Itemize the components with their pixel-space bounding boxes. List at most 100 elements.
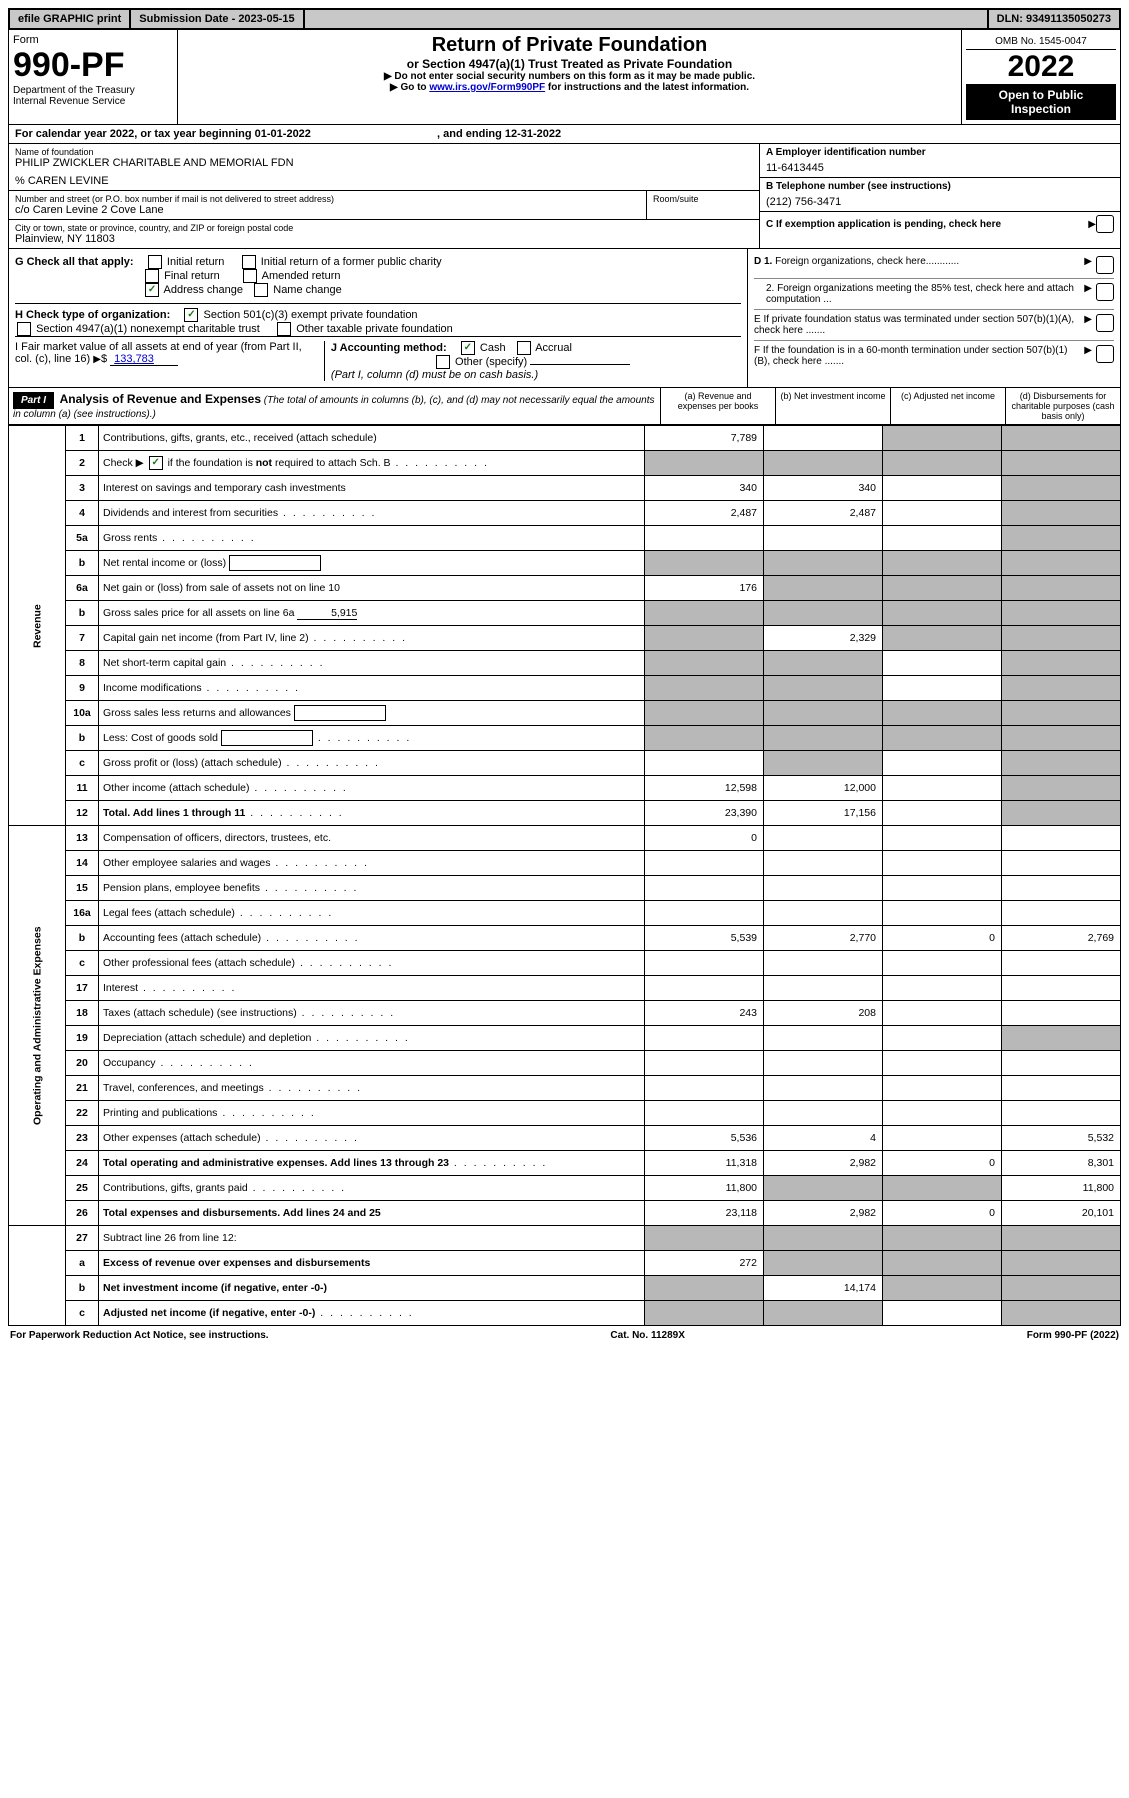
line-number: 11	[66, 776, 99, 801]
form-label: Form	[13, 34, 173, 46]
h-row: H Check type of organization: Section 50…	[15, 303, 741, 336]
line-number: 23	[66, 1126, 99, 1151]
value-cell	[645, 876, 764, 901]
entity-info-block: Name of foundation PHILIP ZWICKLER CHARI…	[8, 144, 1121, 249]
table-row: 2Check ▶ if the foundation is not requir…	[9, 451, 1121, 476]
line-description: Less: Cost of goods sold	[99, 726, 645, 751]
value-cell	[764, 551, 883, 576]
part1-title: Analysis of Revenue and Expenses	[60, 392, 261, 406]
analysis-title-cell: Part I Analysis of Revenue and Expenses …	[9, 388, 660, 424]
value-cell: 5,536	[645, 1126, 764, 1151]
line-number: 3	[66, 476, 99, 501]
value-cell: 2,329	[764, 626, 883, 651]
efile-print-button[interactable]: efile GRAPHIC print	[10, 10, 129, 28]
value-cell	[764, 901, 883, 926]
calyear-begin: For calendar year 2022, or tax year begi…	[15, 128, 311, 140]
form990pf-link[interactable]: www.irs.gov/Form990PF	[429, 82, 545, 93]
h-501c3-checkbox[interactable]	[184, 308, 198, 322]
city-state-zip: Plainview, NY 11803	[15, 233, 753, 245]
d2-text: 2. Foreign organizations meeting the 85%…	[766, 283, 1080, 305]
value-cell: 208	[764, 1001, 883, 1026]
table-row: 24Total operating and administrative exp…	[9, 1151, 1121, 1176]
value-cell	[764, 1251, 883, 1276]
table-row: 15Pension plans, employee benefits	[9, 876, 1121, 901]
tax-year: 2022	[966, 50, 1116, 84]
col-a-header: (a) Revenue and expenses per books	[660, 388, 775, 424]
d2-checkbox[interactable]	[1096, 283, 1114, 301]
j-accrual-checkbox[interactable]	[517, 341, 531, 355]
g-address-change-checkbox[interactable]	[145, 283, 159, 297]
value-cell	[764, 876, 883, 901]
addr-label: Number and street (or P.O. box number if…	[15, 194, 640, 204]
line-number: 5a	[66, 526, 99, 551]
line-number: 21	[66, 1076, 99, 1101]
value-cell: 2,769	[1002, 926, 1121, 951]
value-cell	[1002, 426, 1121, 451]
f-checkbox[interactable]	[1096, 345, 1114, 363]
value-cell	[764, 451, 883, 476]
arrow-icon: ▶	[1084, 283, 1092, 294]
line-description: Travel, conferences, and meetings	[99, 1076, 645, 1101]
g-initial-return-checkbox[interactable]	[148, 255, 162, 269]
value-cell	[883, 851, 1002, 876]
arrow-icon: ▶	[1084, 345, 1092, 356]
topbar-spacer	[305, 10, 987, 28]
value-cell	[883, 601, 1002, 626]
h-opt-4947: Section 4947(a)(1) nonexempt charitable …	[36, 323, 260, 335]
part1-table: Revenue1Contributions, gifts, grants, et…	[8, 425, 1121, 1326]
section-side-spacer	[9, 1226, 66, 1326]
info-left: Name of foundation PHILIP ZWICKLER CHARI…	[9, 144, 759, 248]
h-4947-checkbox[interactable]	[17, 322, 31, 336]
line-number: 4	[66, 501, 99, 526]
j-note: (Part I, column (d) must be on cash basi…	[331, 369, 538, 381]
g-opt-initial-former: Initial return of a former public charit…	[261, 256, 442, 268]
j-other-checkbox[interactable]	[436, 355, 450, 369]
value-cell	[645, 1276, 764, 1301]
line-description: Check ▶ if the foundation is not require…	[99, 451, 645, 476]
value-cell	[1002, 951, 1121, 976]
value-cell	[764, 526, 883, 551]
value-cell: 2,982	[764, 1201, 883, 1226]
line-number: 14	[66, 851, 99, 876]
g-final-return-checkbox[interactable]	[145, 269, 159, 283]
f-row: F If the foundation is in a 60-month ter…	[754, 341, 1114, 371]
value-cell	[883, 1051, 1002, 1076]
value-cell	[883, 801, 1002, 826]
value-cell	[645, 951, 764, 976]
e-checkbox[interactable]	[1096, 314, 1114, 332]
line-description: Pension plans, employee benefits	[99, 876, 645, 901]
value-cell	[883, 901, 1002, 926]
value-cell: 23,390	[645, 801, 764, 826]
value-cell	[883, 1176, 1002, 1201]
line-number: 8	[66, 651, 99, 676]
table-row: 6aNet gain or (loss) from sale of assets…	[9, 576, 1121, 601]
line-description: Net gain or (loss) from sale of assets n…	[99, 576, 645, 601]
value-cell	[764, 426, 883, 451]
h-other-checkbox[interactable]	[277, 322, 291, 336]
section-side-label: Operating and Administrative Expenses	[9, 826, 66, 1226]
sch-b-checkbox[interactable]	[149, 456, 163, 470]
fmv-value[interactable]: 133,783	[110, 353, 178, 366]
line-description: Other professional fees (attach schedule…	[99, 951, 645, 976]
line-number: b	[66, 601, 99, 626]
f-text: F If the foundation is in a 60-month ter…	[754, 345, 1080, 367]
line-number: 22	[66, 1101, 99, 1126]
g-amended-checkbox[interactable]	[243, 269, 257, 283]
value-cell	[764, 1226, 883, 1251]
value-cell	[883, 1026, 1002, 1051]
value-cell	[645, 1051, 764, 1076]
value-cell: 2,487	[645, 501, 764, 526]
c-checkbox[interactable]	[1096, 215, 1114, 233]
table-row: bGross sales price for all assets on lin…	[9, 601, 1121, 626]
value-cell	[645, 451, 764, 476]
d1-checkbox[interactable]	[1096, 256, 1114, 274]
value-cell	[1002, 651, 1121, 676]
g-initial-former-checkbox[interactable]	[242, 255, 256, 269]
line-description: Adjusted net income (if negative, enter …	[99, 1301, 645, 1326]
g-opt-initial: Initial return	[167, 256, 224, 268]
j-cash-checkbox[interactable]	[461, 341, 475, 355]
value-cell: 0	[883, 1151, 1002, 1176]
city-label: City or town, state or province, country…	[15, 223, 753, 233]
g-name-change-checkbox[interactable]	[254, 283, 268, 297]
arrow-icon: ▶	[1084, 256, 1092, 267]
